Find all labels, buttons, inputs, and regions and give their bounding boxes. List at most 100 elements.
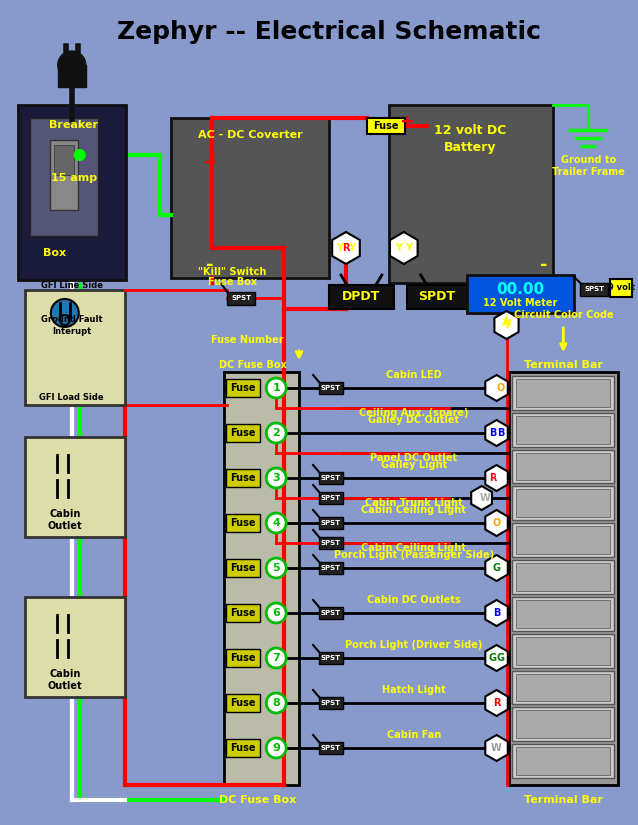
FancyBboxPatch shape	[512, 560, 614, 594]
FancyBboxPatch shape	[407, 285, 466, 309]
Text: Cabin
Outlet: Cabin Outlet	[47, 509, 82, 530]
FancyBboxPatch shape	[512, 450, 614, 483]
Text: 12 volt DC: 12 volt DC	[434, 124, 507, 136]
FancyBboxPatch shape	[226, 514, 260, 532]
FancyBboxPatch shape	[512, 523, 614, 557]
Text: Y: Y	[336, 243, 343, 253]
Text: Y: Y	[502, 318, 511, 332]
Text: G: G	[489, 653, 496, 663]
Text: Fuse: Fuse	[230, 653, 256, 663]
FancyBboxPatch shape	[367, 118, 404, 134]
Text: GFI Line Side: GFI Line Side	[41, 280, 103, 290]
Text: Porch Light (Driver Side): Porch Light (Driver Side)	[345, 640, 482, 650]
Text: Terminal Bar: Terminal Bar	[524, 795, 603, 805]
Text: Cabin Ceiling Light: Cabin Ceiling Light	[361, 505, 466, 515]
FancyBboxPatch shape	[517, 600, 610, 628]
Text: R: R	[342, 243, 350, 253]
Text: GFI Load Side: GFI Load Side	[40, 394, 104, 403]
Text: 3: 3	[272, 473, 280, 483]
Text: Fuse: Fuse	[230, 428, 256, 438]
Text: 9: 9	[272, 743, 280, 753]
Text: SPST: SPST	[321, 700, 341, 706]
Text: Galley DC Outlet: Galley DC Outlet	[368, 415, 459, 425]
Text: Battery: Battery	[444, 142, 497, 154]
Text: +: +	[399, 113, 414, 131]
Text: 2: 2	[272, 428, 280, 438]
Text: Fuse: Fuse	[230, 383, 256, 393]
FancyBboxPatch shape	[25, 597, 124, 697]
FancyBboxPatch shape	[319, 472, 343, 484]
Text: 15 amp: 15 amp	[50, 173, 97, 183]
FancyBboxPatch shape	[512, 376, 614, 410]
Text: DC Fuse Box: DC Fuse Box	[219, 795, 297, 805]
FancyBboxPatch shape	[319, 492, 343, 504]
Text: Galley Light: Galley Light	[381, 460, 447, 470]
FancyBboxPatch shape	[172, 118, 329, 278]
FancyBboxPatch shape	[517, 747, 610, 775]
Text: B: B	[489, 428, 496, 438]
Text: Porch Light (Passenger Side): Porch Light (Passenger Side)	[334, 550, 494, 560]
FancyBboxPatch shape	[319, 607, 343, 619]
Text: Ceiling Aux. (spare): Ceiling Aux. (spare)	[359, 408, 468, 418]
Text: Fuse: Fuse	[230, 698, 256, 708]
FancyBboxPatch shape	[512, 412, 614, 446]
Text: 00.00: 00.00	[496, 281, 544, 296]
FancyBboxPatch shape	[226, 559, 260, 577]
FancyBboxPatch shape	[25, 290, 124, 405]
Text: R: R	[493, 698, 500, 708]
Text: 9 volt: 9 volt	[607, 284, 635, 293]
Text: SPST: SPST	[321, 655, 341, 661]
FancyBboxPatch shape	[319, 697, 343, 709]
FancyBboxPatch shape	[517, 637, 610, 665]
FancyBboxPatch shape	[517, 453, 610, 480]
Text: Cabin
Outlet: Cabin Outlet	[47, 669, 82, 691]
Text: 4: 4	[272, 518, 280, 528]
Text: Hatch Light: Hatch Light	[382, 685, 446, 695]
FancyBboxPatch shape	[517, 379, 610, 407]
Text: Trailer Frame: Trailer Frame	[552, 167, 625, 177]
Text: 6: 6	[272, 608, 280, 618]
Circle shape	[266, 513, 286, 533]
FancyBboxPatch shape	[517, 673, 610, 701]
Text: Fuse: Fuse	[230, 608, 256, 618]
Text: B: B	[497, 428, 504, 438]
FancyBboxPatch shape	[512, 707, 614, 741]
FancyBboxPatch shape	[226, 739, 260, 757]
Text: G: G	[493, 563, 501, 573]
Circle shape	[266, 558, 286, 578]
Text: Fuse Box: Fuse Box	[208, 277, 257, 287]
FancyBboxPatch shape	[226, 379, 260, 397]
FancyBboxPatch shape	[512, 487, 614, 521]
Text: W: W	[491, 743, 502, 753]
FancyBboxPatch shape	[517, 710, 610, 738]
FancyBboxPatch shape	[225, 372, 299, 785]
Text: W: W	[487, 383, 498, 393]
Text: G: G	[496, 653, 505, 663]
Text: DC Fuse Box: DC Fuse Box	[219, 360, 287, 370]
Text: 7: 7	[272, 653, 280, 663]
FancyBboxPatch shape	[610, 279, 632, 297]
Text: Ground Fault: Ground Fault	[41, 315, 103, 324]
Circle shape	[60, 315, 70, 325]
FancyBboxPatch shape	[226, 604, 260, 622]
Text: 1: 1	[272, 383, 280, 393]
Text: Ground to: Ground to	[561, 155, 616, 165]
Text: Cabin Fan: Cabin Fan	[387, 730, 441, 740]
FancyBboxPatch shape	[512, 671, 614, 705]
Text: SPST: SPST	[584, 286, 604, 292]
Text: O: O	[496, 383, 505, 393]
FancyBboxPatch shape	[319, 652, 343, 664]
FancyBboxPatch shape	[512, 634, 614, 667]
FancyBboxPatch shape	[226, 649, 260, 667]
FancyBboxPatch shape	[30, 118, 98, 236]
Text: SPST: SPST	[321, 385, 341, 391]
Text: SPST: SPST	[231, 295, 251, 301]
Text: Zephyr -- Electrical Schematic: Zephyr -- Electrical Schematic	[117, 20, 541, 44]
Circle shape	[266, 738, 286, 758]
FancyBboxPatch shape	[226, 694, 260, 712]
Text: Cabin Trunk Light: Cabin Trunk Light	[365, 498, 463, 508]
Text: SPST: SPST	[321, 475, 341, 481]
Circle shape	[75, 150, 85, 160]
FancyBboxPatch shape	[517, 563, 610, 591]
FancyBboxPatch shape	[466, 275, 574, 313]
